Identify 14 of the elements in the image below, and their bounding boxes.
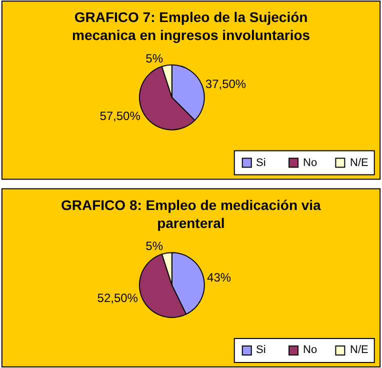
legend-label: Si bbox=[256, 157, 266, 169]
legend-label: N/E bbox=[350, 157, 368, 169]
chart-title: GRAFICO 8: Empleo de medicación via parenteral bbox=[61, 197, 322, 232]
legend-label: Si bbox=[256, 344, 266, 356]
data-label: 52,50% bbox=[97, 291, 138, 306]
legend-label: N/E bbox=[350, 344, 368, 356]
data-label: 5% bbox=[146, 239, 164, 254]
data-label: 43% bbox=[207, 270, 232, 284]
legend-label: No bbox=[303, 344, 318, 356]
data-label: 57,50% bbox=[100, 109, 141, 124]
legend-label: No bbox=[303, 157, 318, 169]
data-label: 37,50% bbox=[205, 76, 246, 91]
chart-title: GRAFICO 7: Empleo de la Sujeción mecanica en ingresos involuntarios bbox=[72, 9, 310, 44]
data-label: 5% bbox=[146, 51, 164, 66]
